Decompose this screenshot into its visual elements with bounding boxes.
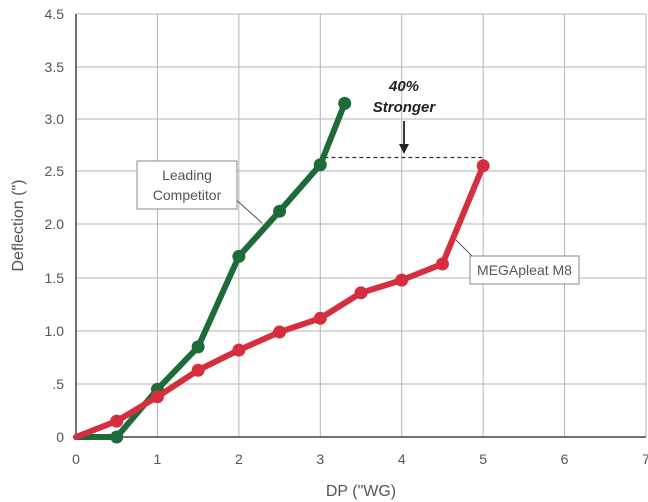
- y-tick-label: 1.0: [45, 323, 65, 339]
- series-1: [73, 159, 490, 440]
- leading-callout-box: [136, 160, 238, 210]
- mega-callout-box: [469, 255, 580, 285]
- y-tick-label: 2.0: [45, 216, 65, 232]
- y-tick-label: 2.5: [45, 163, 65, 179]
- note-text-line: 40%: [388, 78, 419, 95]
- y-tick-label: 3.5: [45, 59, 65, 75]
- data-point: [435, 257, 449, 271]
- note-arrow-head: [399, 144, 409, 154]
- data-point: [338, 96, 352, 110]
- x-axis-label: DP ("WG): [326, 483, 396, 500]
- series-group: [73, 96, 490, 444]
- data-point: [232, 343, 246, 357]
- y-axis-label: Deflection ("): [10, 180, 27, 272]
- data-point: [191, 340, 205, 354]
- x-tick-label: 7: [642, 451, 648, 467]
- data-point: [110, 430, 124, 444]
- data-point: [395, 273, 409, 287]
- data-point: [313, 311, 327, 325]
- x-tick-label: 1: [154, 451, 162, 467]
- x-tick-label: 6: [561, 451, 569, 467]
- data-point: [110, 414, 124, 428]
- data-point: [273, 325, 287, 339]
- data-point: [476, 159, 490, 173]
- series-0: [73, 96, 352, 444]
- x-tick-label: 0: [72, 451, 80, 467]
- y-tick-label: 4.5: [45, 6, 65, 22]
- data-point: [150, 390, 164, 404]
- mega-callout-text: MEGApleat M8: [477, 262, 572, 278]
- note-text-line: Stronger: [373, 99, 437, 116]
- data-point: [273, 204, 287, 218]
- y-tick-label: .5: [52, 376, 64, 392]
- annotations: 40% Stronger Leading Competitor MEGApleat M8: [136, 78, 580, 285]
- tick-labels: 0 1 2 3 4 5 6 7 0 .5 1.0 1.5 2.0 2.5 3.0 3.5 4.5: [45, 6, 648, 467]
- data-point: [313, 158, 327, 172]
- x-tick-label: 4: [398, 451, 406, 467]
- x-tick-label: 2: [235, 451, 243, 467]
- series-line: [73, 100, 348, 440]
- data-point: [232, 249, 246, 263]
- leading-callout-text: Leading: [162, 167, 212, 183]
- y-tick-label: 1.5: [45, 270, 65, 286]
- x-tick-label: 3: [316, 451, 324, 467]
- y-tick-label: 3.0: [45, 111, 65, 127]
- chart-axes: [75, 14, 646, 438]
- data-point: [354, 286, 368, 300]
- leading-callout-text: Competitor: [153, 187, 222, 203]
- chart-grid: [76, 13, 647, 437]
- data-point: [191, 363, 205, 377]
- x-tick-label: 5: [479, 451, 487, 467]
- y-tick-label: 0: [56, 429, 64, 445]
